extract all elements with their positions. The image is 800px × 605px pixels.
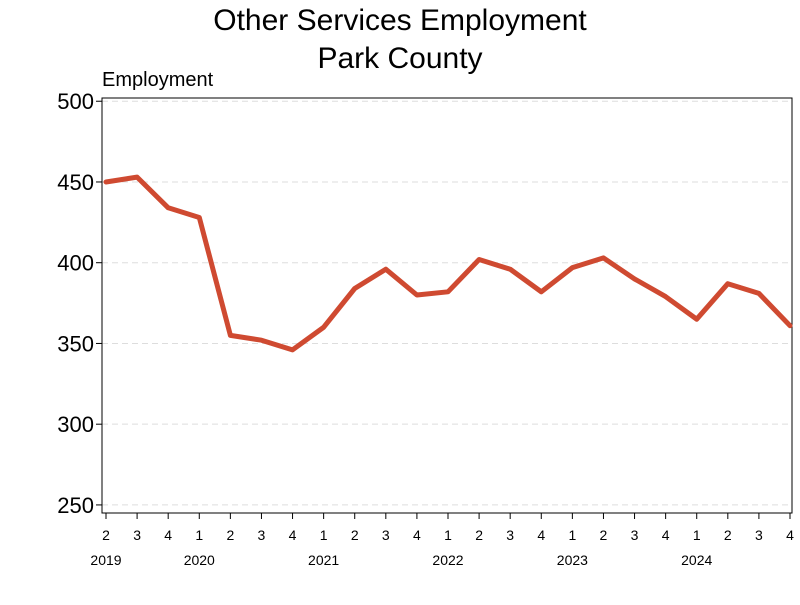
data-point <box>539 289 544 294</box>
data-point <box>352 286 357 291</box>
gridlines <box>102 100 792 506</box>
data-point <box>383 267 388 272</box>
data-point <box>321 325 326 330</box>
x-year-label: 2024 <box>681 552 712 568</box>
plot-area-frame <box>101 97 793 514</box>
x-year-label: 2021 <box>308 552 339 568</box>
x-year-label: 2022 <box>432 552 463 568</box>
x-tick-label: 4 <box>289 527 297 543</box>
data-point <box>259 338 264 343</box>
x-tick-label: 4 <box>537 527 545 543</box>
x-tick-label: 1 <box>444 527 452 543</box>
data-point <box>725 281 730 286</box>
data-point <box>508 267 513 272</box>
x-tick-label: 3 <box>133 527 141 543</box>
data-point <box>756 291 761 296</box>
series-line <box>103 174 793 353</box>
x-tick-label: 3 <box>506 527 514 543</box>
x-tick-label: 4 <box>786 527 794 543</box>
x-tick-label: 2 <box>226 527 234 543</box>
x-tick-label: 2 <box>600 527 608 543</box>
x-tick-label: 2 <box>475 527 483 543</box>
y-tick-label: 400 <box>57 251 94 276</box>
x-tick-label: 1 <box>320 527 328 543</box>
y-axis: 250 300 350 400 450 500 <box>57 89 102 518</box>
x-tick-label: 1 <box>693 527 701 543</box>
data-point <box>632 276 637 281</box>
chart-title: Other Services Employment <box>213 4 587 37</box>
x-tick-label: 3 <box>631 527 639 543</box>
x-tick-label: 4 <box>164 527 172 543</box>
x-tick-label: 3 <box>258 527 266 543</box>
x-tick-label: 4 <box>662 527 670 543</box>
y-tick-label: 300 <box>57 412 94 437</box>
data-point <box>663 294 668 299</box>
data-point <box>104 179 108 184</box>
y-axis-label: Employment <box>102 69 214 91</box>
x-year-label: 2019 <box>90 552 121 568</box>
x-tick-label: 3 <box>755 527 763 543</box>
data-point <box>788 323 792 328</box>
x-tick-label: 2 <box>102 527 110 543</box>
x-tick-label: 1 <box>195 527 203 543</box>
y-tick-label: 500 <box>57 89 94 114</box>
x-tick-label: 1 <box>568 527 576 543</box>
x-tick-label: 4 <box>413 527 421 543</box>
data-point <box>477 257 482 262</box>
x-year-label: 2023 <box>557 552 588 568</box>
x-tick-label: 2 <box>724 527 732 543</box>
x-tick-label: 3 <box>382 527 390 543</box>
data-point <box>414 293 419 298</box>
data-point <box>135 175 140 180</box>
y-tick-label: 450 <box>57 170 94 195</box>
data-point <box>570 265 575 270</box>
y-tick-label: 350 <box>57 331 94 356</box>
data-point <box>601 255 606 260</box>
data-point <box>694 317 699 322</box>
data-point <box>290 347 295 352</box>
chart-subtitle: Park County <box>317 42 482 75</box>
data-point <box>228 333 233 338</box>
data-point <box>446 289 450 294</box>
data-point <box>166 205 171 210</box>
data-point <box>197 215 202 220</box>
y-tick-label: 250 <box>57 493 94 518</box>
x-axis: 2 3 4 1 2 3 4 1 2 3 4 1 2 3 4 1 2 3 4 1 2 3 4 2019 2020 2021 2022 2… <box>90 513 794 568</box>
x-year-label: 2020 <box>184 552 215 568</box>
series <box>103 174 793 353</box>
x-tick-label: 2 <box>351 527 359 543</box>
